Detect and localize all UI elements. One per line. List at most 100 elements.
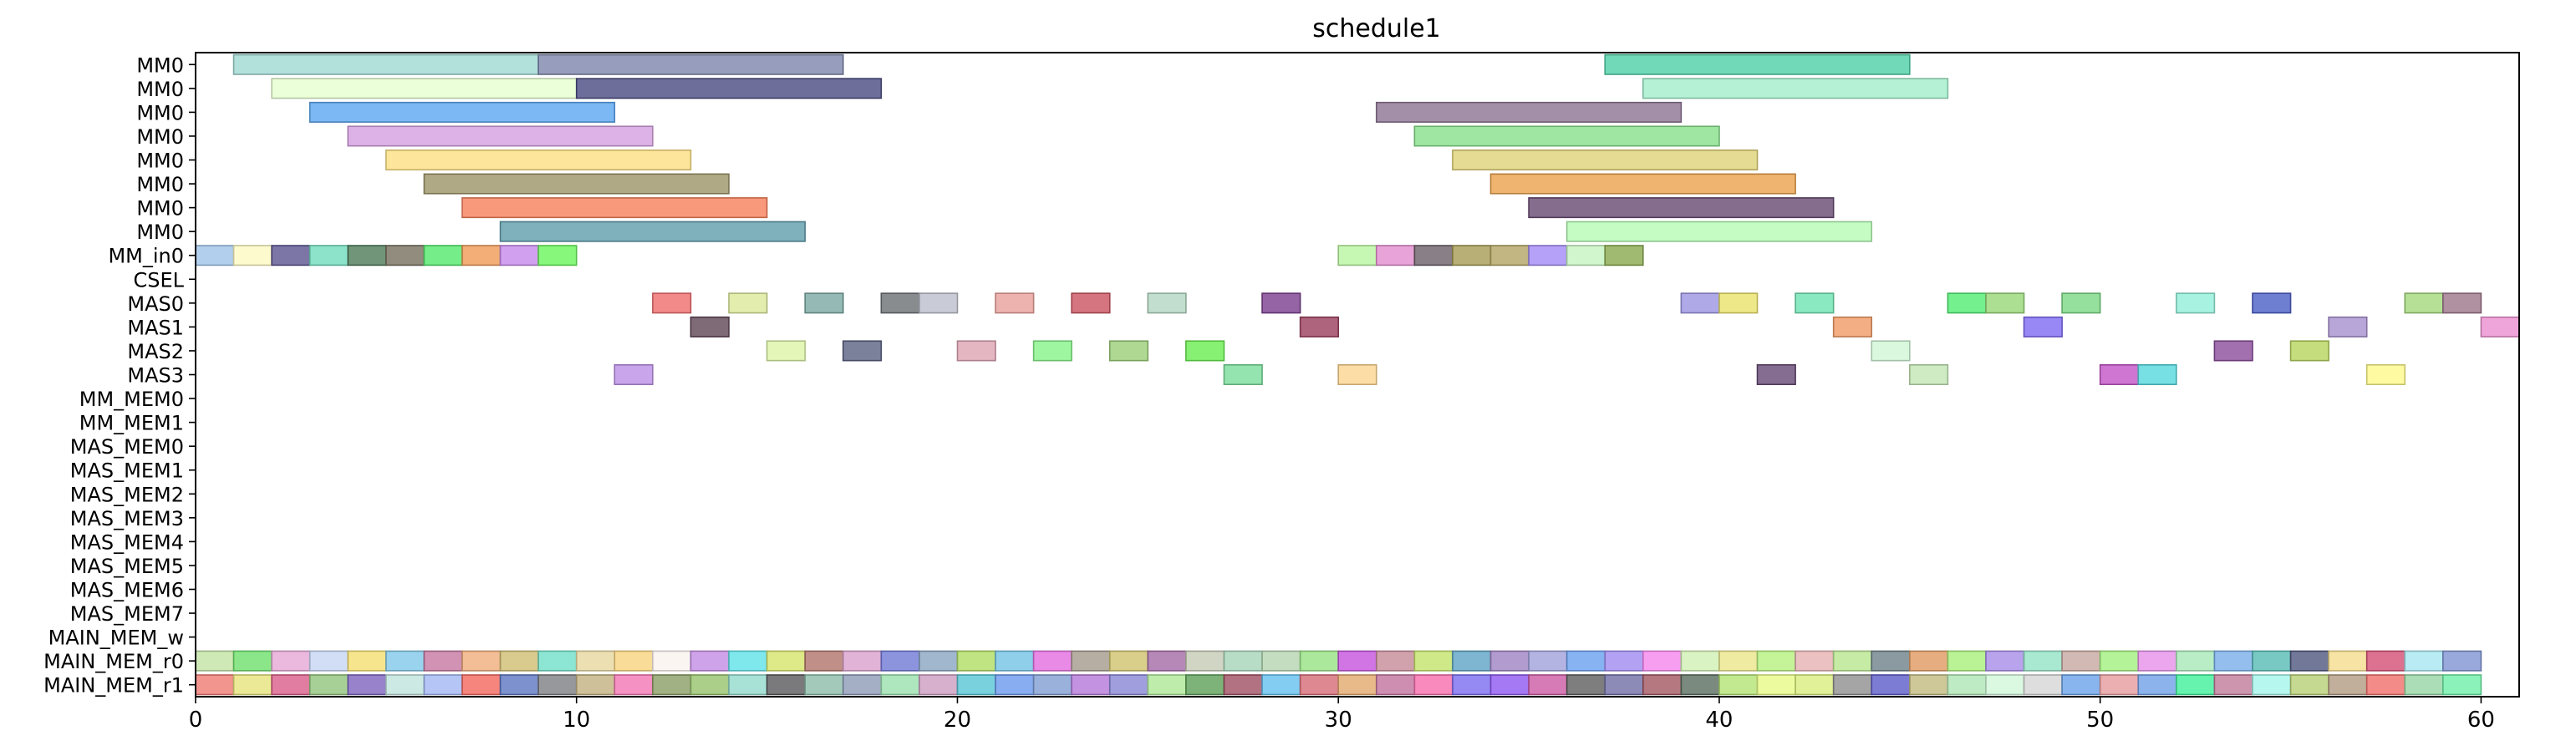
task-bar bbox=[1108, 650, 1149, 672]
task-bar bbox=[1604, 53, 1911, 75]
task-bar bbox=[537, 53, 844, 75]
task-bar bbox=[919, 674, 959, 696]
task-bar bbox=[461, 674, 501, 696]
y-tick-label: MAS_MEM7 bbox=[70, 602, 184, 626]
task-bar bbox=[195, 650, 235, 672]
task-bar bbox=[2252, 292, 2292, 314]
task-bar bbox=[1452, 149, 1759, 171]
bars-layer bbox=[195, 53, 2520, 696]
task-bar bbox=[2289, 340, 2329, 362]
y-tick-label: MAS_MEM3 bbox=[70, 507, 184, 530]
task-bar bbox=[2023, 674, 2063, 696]
task-bar bbox=[1337, 650, 1377, 672]
task-bar bbox=[385, 149, 692, 171]
y-tick-label: MAS_MEM6 bbox=[70, 579, 184, 602]
task-bar bbox=[385, 245, 425, 266]
task-bar bbox=[575, 674, 616, 696]
y-tick-label: MAIN_MEM_r1 bbox=[43, 674, 184, 698]
x-tick-label: 0 bbox=[189, 708, 203, 733]
y-tick-label: MM0 bbox=[136, 53, 184, 77]
y-tick-label: MAIN_MEM_w bbox=[48, 627, 184, 650]
task-bar bbox=[1337, 245, 1377, 266]
y-tick-label: MM0 bbox=[136, 150, 184, 173]
y-tick-label: MM0 bbox=[136, 125, 184, 149]
task-bar bbox=[1147, 292, 1187, 314]
task-bar bbox=[575, 650, 616, 672]
task-bar bbox=[232, 245, 272, 266]
task-bar bbox=[1528, 650, 1568, 672]
task-bar bbox=[2365, 674, 2406, 696]
y-tick-label: MAS_MEM2 bbox=[70, 483, 184, 506]
y-tick-label: MAS1 bbox=[127, 316, 184, 339]
task-bar bbox=[2176, 292, 2216, 314]
y-tick-label: MM0 bbox=[136, 197, 184, 221]
task-bar bbox=[385, 650, 425, 672]
task-bar bbox=[1947, 674, 1987, 696]
task-bar bbox=[2289, 650, 2329, 672]
task-bar bbox=[195, 245, 235, 266]
task-bar bbox=[308, 101, 616, 123]
task-bar bbox=[423, 173, 730, 195]
task-bar bbox=[804, 674, 844, 696]
task-bar bbox=[1909, 674, 1949, 696]
task-bar bbox=[1718, 674, 1759, 696]
task-bar bbox=[995, 292, 1035, 314]
task-bar bbox=[499, 221, 806, 242]
task-bar bbox=[1299, 674, 1340, 696]
task-bar bbox=[423, 674, 463, 696]
task-bar bbox=[271, 650, 311, 672]
task-bar bbox=[1832, 316, 1873, 337]
task-bar bbox=[385, 674, 425, 696]
task-bar bbox=[690, 650, 730, 672]
y-tick-label: MAS_MEM1 bbox=[70, 459, 184, 483]
task-bar bbox=[1261, 674, 1301, 696]
task-bar bbox=[1299, 316, 1340, 337]
task-bar bbox=[1642, 650, 1683, 672]
task-bar bbox=[995, 650, 1035, 672]
task-bar bbox=[1756, 674, 1796, 696]
task-bar bbox=[232, 53, 539, 75]
task-bar bbox=[2061, 674, 2101, 696]
task-bar bbox=[1642, 78, 1949, 99]
task-bar bbox=[1185, 340, 1225, 362]
y-tick-label: MAS3 bbox=[127, 364, 184, 388]
task-bar bbox=[2061, 292, 2101, 314]
task-bar bbox=[1528, 674, 1568, 696]
task-bar bbox=[1565, 674, 1606, 696]
task-bar bbox=[232, 674, 272, 696]
task-bar bbox=[347, 245, 387, 266]
task-bar bbox=[2442, 674, 2482, 696]
task-bar bbox=[842, 650, 883, 672]
chart-title: schedule1 bbox=[1312, 14, 1441, 43]
task-bar bbox=[1871, 674, 1911, 696]
task-bar bbox=[1108, 674, 1149, 696]
task-bar bbox=[1299, 650, 1340, 672]
task-bar bbox=[956, 340, 996, 362]
task-bar bbox=[1261, 650, 1301, 672]
y-tick-label: MM0 bbox=[136, 173, 184, 196]
task-bar bbox=[537, 674, 578, 696]
task-bar bbox=[804, 650, 844, 672]
task-bar bbox=[2442, 650, 2482, 672]
task-bar bbox=[804, 292, 844, 314]
task-bar bbox=[690, 316, 730, 337]
task-bar bbox=[461, 245, 501, 266]
task-bar bbox=[575, 78, 883, 99]
task-bar bbox=[1489, 173, 1796, 195]
task-bar bbox=[2442, 292, 2482, 314]
task-bar bbox=[423, 245, 463, 266]
task-bar bbox=[232, 650, 272, 672]
task-bar bbox=[2252, 650, 2292, 672]
task-bar bbox=[1985, 674, 2025, 696]
task-bar bbox=[1032, 650, 1072, 672]
task-bar bbox=[1718, 292, 1759, 314]
task-bar bbox=[1795, 650, 1835, 672]
task-bar bbox=[2137, 363, 2177, 386]
task-bar bbox=[919, 650, 959, 672]
y-tick-label: MM0 bbox=[136, 101, 184, 124]
task-bar bbox=[728, 292, 768, 314]
task-bar bbox=[308, 650, 349, 672]
task-bar bbox=[2213, 674, 2253, 696]
